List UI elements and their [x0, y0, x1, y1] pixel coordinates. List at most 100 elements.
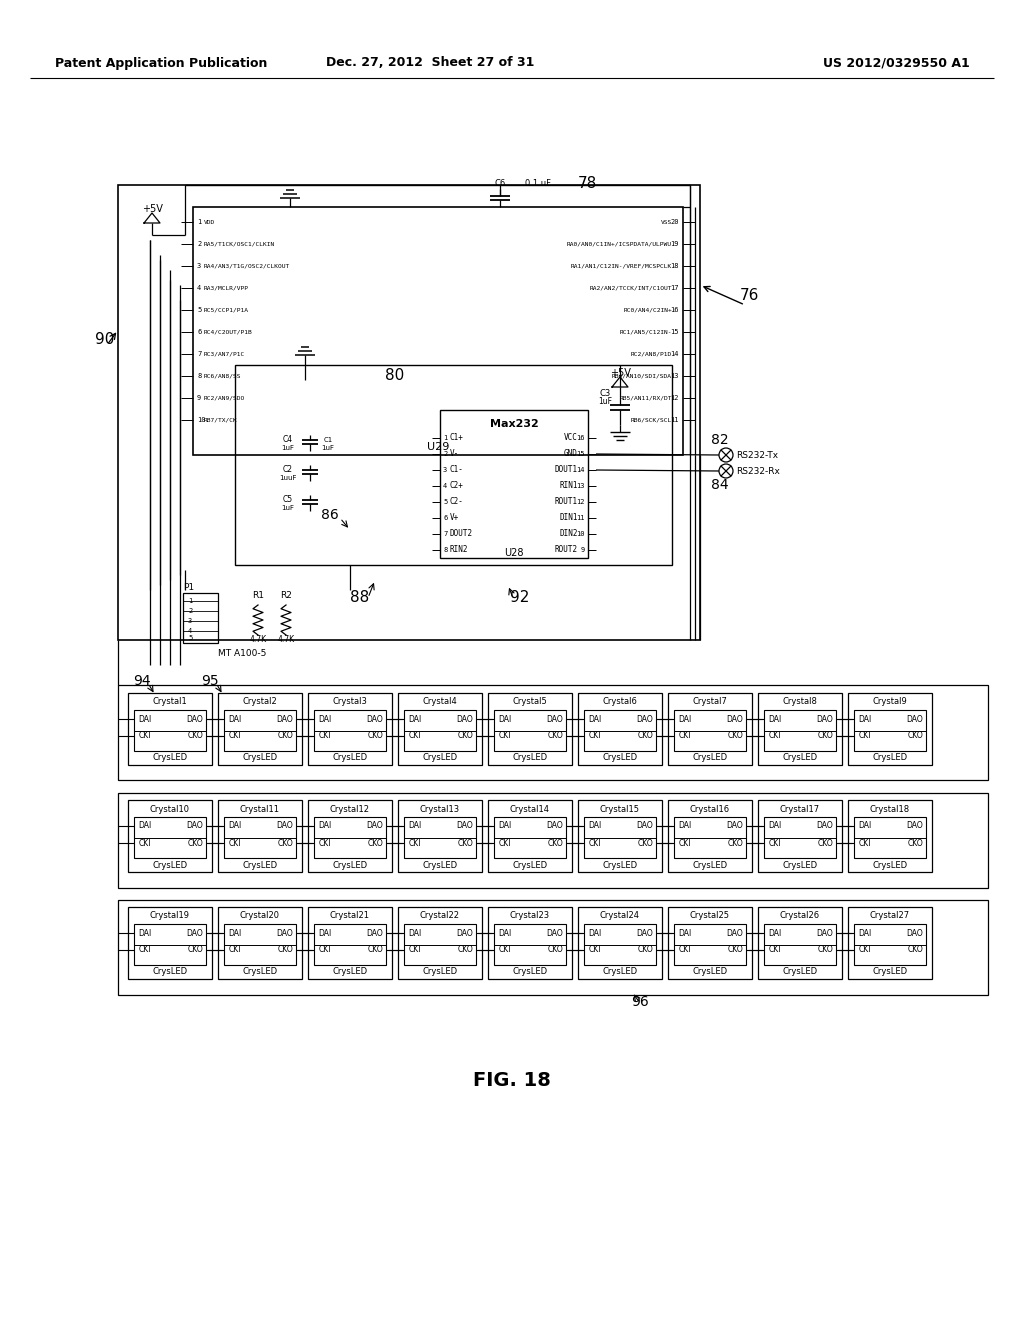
Bar	[674, 924, 746, 965]
Text: 4: 4	[443, 483, 447, 488]
Text: CrysLED: CrysLED	[782, 861, 817, 870]
Text: CKO: CKO	[368, 838, 383, 847]
Bar	[404, 924, 476, 965]
Bar	[224, 817, 296, 858]
Text: DAO: DAO	[906, 821, 924, 830]
Text: 19: 19	[671, 242, 679, 247]
Text: DAI: DAI	[409, 714, 422, 723]
Text: CrysLED: CrysLED	[872, 754, 907, 763]
Text: Crystal19: Crystal19	[150, 912, 190, 920]
Text: CKO: CKO	[637, 731, 653, 741]
Text: C4: C4	[283, 436, 293, 445]
Text: 95: 95	[201, 675, 219, 688]
Bar	[440, 411, 588, 558]
Text: DAO: DAO	[186, 928, 204, 937]
Text: 7: 7	[443, 531, 447, 537]
Text: CrysLED: CrysLED	[153, 968, 187, 977]
Text: 1: 1	[197, 219, 202, 224]
Text: 14: 14	[577, 467, 585, 473]
Text: 4.7K: 4.7K	[250, 635, 266, 644]
Text: CrysLED: CrysLED	[423, 754, 458, 763]
Text: CKI: CKI	[409, 838, 421, 847]
Text: RIN2: RIN2	[450, 545, 469, 554]
Text: CrysLED: CrysLED	[423, 968, 458, 977]
Text: Crystal3: Crystal3	[333, 697, 368, 706]
Text: CKI: CKI	[138, 731, 152, 741]
Text: DAI: DAI	[318, 821, 332, 830]
Bar	[848, 907, 932, 979]
Text: DAO: DAO	[816, 821, 834, 830]
Text: ROUT1: ROUT1	[555, 498, 578, 507]
Text: CKI: CKI	[409, 945, 421, 954]
Text: RS232-Tx: RS232-Tx	[736, 450, 778, 459]
Text: CKI: CKI	[679, 731, 691, 741]
Text: DAI: DAI	[499, 821, 512, 830]
Text: CrysLED: CrysLED	[512, 861, 548, 870]
Text: C3: C3	[599, 388, 610, 397]
Text: CKO: CKO	[817, 731, 833, 741]
Text: CrysLED: CrysLED	[602, 754, 638, 763]
Bar	[118, 900, 988, 995]
Text: C2+: C2+	[450, 482, 464, 491]
Text: RA5/T1CK/OSC1/CLKIN: RA5/T1CK/OSC1/CLKIN	[204, 242, 275, 247]
Text: RC2/AN9/SDO: RC2/AN9/SDO	[204, 396, 246, 400]
Text: FIG. 18: FIG. 18	[473, 1071, 551, 1089]
Text: DAO: DAO	[367, 928, 383, 937]
Text: CKI: CKI	[318, 945, 331, 954]
Text: CKO: CKO	[817, 838, 833, 847]
Text: Crystal9: Crystal9	[872, 697, 907, 706]
Text: CKI: CKI	[769, 731, 781, 741]
Text: CrysLED: CrysLED	[333, 968, 368, 977]
Text: Patent Application Publication: Patent Application Publication	[55, 57, 267, 70]
Text: 11: 11	[671, 417, 679, 422]
Text: DAO: DAO	[276, 821, 293, 830]
Text: 10: 10	[577, 531, 585, 537]
Text: V-: V-	[450, 450, 459, 458]
Text: 5: 5	[197, 308, 202, 313]
Text: RA3/MCLR/VPP: RA3/MCLR/VPP	[204, 285, 249, 290]
Bar	[218, 800, 302, 873]
Text: DAO: DAO	[547, 928, 563, 937]
Text: CKO: CKO	[637, 945, 653, 954]
Bar	[488, 800, 572, 873]
Text: DAO: DAO	[457, 821, 473, 830]
Text: C2-: C2-	[450, 498, 464, 507]
Text: CKO: CKO	[547, 945, 563, 954]
Bar	[848, 800, 932, 873]
Text: Crystal17: Crystal17	[780, 804, 820, 813]
Text: 3: 3	[188, 618, 193, 624]
Bar	[488, 693, 572, 766]
Text: CKI: CKI	[859, 945, 871, 954]
Text: Crystal4: Crystal4	[423, 697, 458, 706]
Bar	[398, 800, 482, 873]
Text: 2: 2	[188, 609, 193, 614]
Text: DAI: DAI	[858, 821, 871, 830]
Text: CKO: CKO	[368, 945, 383, 954]
Text: +5V: +5V	[609, 368, 631, 378]
Bar	[584, 710, 656, 751]
Bar	[128, 907, 212, 979]
Text: DAI: DAI	[228, 821, 242, 830]
Bar	[404, 817, 476, 858]
Text: 80: 80	[385, 367, 404, 383]
Text: 11: 11	[577, 515, 585, 521]
Text: R2: R2	[280, 590, 292, 599]
Text: 4: 4	[197, 285, 202, 290]
Text: Crystal22: Crystal22	[420, 912, 460, 920]
Text: DOUT2: DOUT2	[450, 529, 473, 539]
Text: DAI: DAI	[678, 928, 691, 937]
Text: Crystal8: Crystal8	[782, 697, 817, 706]
Text: CrysLED: CrysLED	[782, 754, 817, 763]
Text: CKI: CKI	[859, 838, 871, 847]
Text: Crystal24: Crystal24	[600, 912, 640, 920]
Text: RC1/AN5/C12IN-: RC1/AN5/C12IN-	[620, 330, 672, 334]
Text: CrysLED: CrysLED	[692, 968, 728, 977]
Text: ROUT2: ROUT2	[555, 545, 578, 554]
Text: RS232-Rx: RS232-Rx	[736, 466, 780, 475]
Text: DAO: DAO	[367, 821, 383, 830]
Text: 15: 15	[671, 329, 679, 335]
Text: CKI: CKI	[589, 731, 601, 741]
Text: CKI: CKI	[318, 731, 331, 741]
Text: DAO: DAO	[727, 821, 743, 830]
Text: 17: 17	[671, 285, 679, 290]
